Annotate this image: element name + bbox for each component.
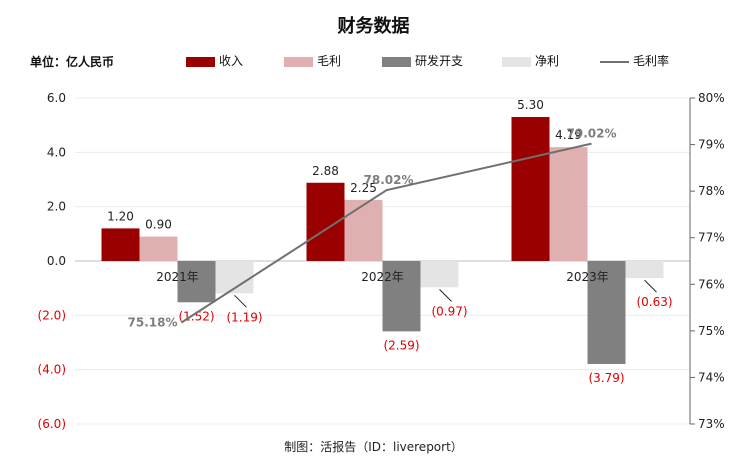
net-profit-value-label: (0.97)	[431, 304, 467, 318]
y-right-tick-label: 74%	[698, 370, 725, 384]
net-profit-bar	[625, 261, 664, 279]
revenue-value-label: 2.88	[312, 164, 339, 178]
legend-swatch-revenue	[186, 56, 215, 67]
chart-title: 财务数据	[337, 16, 410, 37]
net-profit-leader-line	[644, 279, 657, 293]
legend-label-net-profit: 净利	[535, 54, 560, 68]
y-left-tick-label: (4.0)	[38, 363, 66, 377]
revenue-bar	[101, 228, 140, 261]
unit-label: 单位：亿人民币	[30, 55, 115, 69]
y-left-tick-label: 4.0	[47, 145, 66, 159]
rnd-bar	[177, 261, 216, 303]
gross-profit-value-label: 4.19	[555, 128, 582, 142]
legend-label-gross-margin: 毛利率	[633, 54, 670, 68]
net-profit-bar	[420, 261, 459, 288]
x-category-label: 2021年	[156, 270, 199, 284]
legend-swatch-rnd	[382, 56, 411, 67]
revenue-bar	[511, 117, 550, 262]
gross-margin-value-label: 78.02%	[364, 173, 414, 187]
rnd-value-label: (2.59)	[383, 338, 419, 352]
y-right-tick-label: 76%	[698, 277, 725, 291]
gross-profit-bar	[344, 199, 383, 261]
y-left-tick-label: (6.0)	[38, 417, 66, 431]
legend-line-gross-margin	[600, 60, 629, 63]
revenue-value-label: 1.20	[107, 209, 134, 223]
legend-item-revenue: 收入	[186, 53, 243, 69]
legend-swatch-gross-profit	[284, 56, 313, 67]
rnd-value-label: (3.79)	[588, 371, 624, 385]
rnd-bar	[382, 261, 421, 332]
gross-margin-value-label: 79.02%	[567, 127, 617, 141]
y-right-tick-label: 73%	[698, 417, 725, 431]
gross-profit-bar	[549, 147, 588, 261]
net-profit-leader-line	[234, 294, 247, 308]
legend-item-net-profit: 净利	[502, 53, 559, 69]
legend-label-revenue: 收入	[219, 54, 244, 68]
chart-credit: 制图：活报告（ID：livereport）	[284, 440, 463, 454]
y-left-tick-label: 6.0	[47, 91, 66, 105]
net-profit-value-label: (0.63)	[636, 295, 672, 309]
legend-label-gross-profit: 毛利	[317, 54, 342, 68]
legend-item-gross-profit: 毛利	[284, 53, 341, 69]
gross-margin-line	[180, 142, 592, 324]
rnd-bar	[587, 261, 626, 364]
y-left-tick-label: 0.0	[47, 254, 66, 268]
gross-profit-value-label: 2.25	[350, 181, 377, 195]
y-right-tick-label: 79%	[698, 138, 725, 152]
y-right-tick-label: 77%	[698, 231, 725, 245]
y-right-tick-label: 78%	[698, 184, 725, 198]
gross-profit-bar	[139, 236, 178, 261]
legend-swatch-net-profit	[502, 56, 531, 67]
y-left-tick-label: 2.0	[47, 200, 66, 214]
y-left-tick-label: (2.0)	[38, 308, 66, 322]
net-profit-leader-line	[439, 288, 452, 302]
gross-profit-value-label: 0.90	[145, 218, 172, 232]
gross-margin-value-label: 75.18%	[128, 315, 178, 329]
x-category-label: 2022年	[361, 270, 404, 284]
net-profit-value-label: (1.19)	[226, 310, 262, 324]
y-right-tick-label: 75%	[698, 324, 725, 338]
legend-label-rnd: 研发开支	[415, 54, 464, 68]
legend-item-rnd: 研发开支	[382, 53, 463, 69]
x-category-label: 2023年	[566, 270, 609, 284]
revenue-value-label: 5.30	[517, 98, 544, 112]
y-right-tick-label: 80%	[698, 91, 725, 105]
legend-item-gross-margin: 毛利率	[600, 53, 669, 69]
